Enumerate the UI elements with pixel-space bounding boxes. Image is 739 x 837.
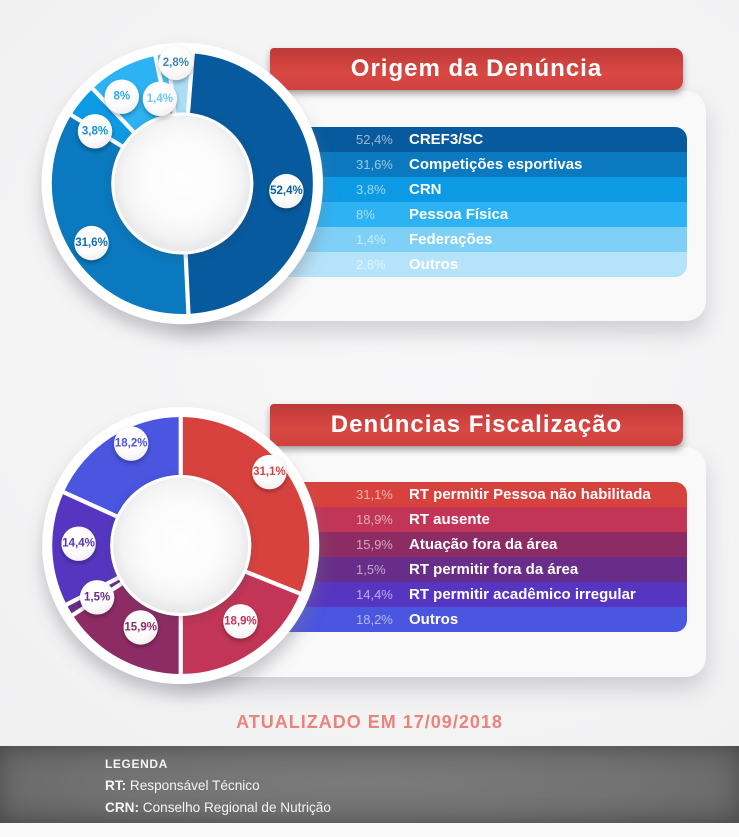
svg-text:14,4%: 14,4% bbox=[62, 538, 95, 550]
svg-text:52,4%: 52,4% bbox=[270, 185, 303, 197]
svg-text:1,4%: 1,4% bbox=[147, 93, 173, 105]
svg-text:8%: 8% bbox=[113, 91, 130, 103]
svg-text:2,8%: 2,8% bbox=[163, 57, 189, 69]
svg-text:3,8%: 3,8% bbox=[82, 125, 108, 137]
svg-text:15,9%: 15,9% bbox=[124, 621, 157, 633]
svg-text:31,1%: 31,1% bbox=[253, 466, 286, 478]
svg-text:18,9%: 18,9% bbox=[224, 615, 257, 627]
svg-text:31,6%: 31,6% bbox=[75, 237, 108, 249]
svg-text:1,5%: 1,5% bbox=[84, 591, 110, 603]
svg-text:18,2%: 18,2% bbox=[115, 438, 148, 450]
